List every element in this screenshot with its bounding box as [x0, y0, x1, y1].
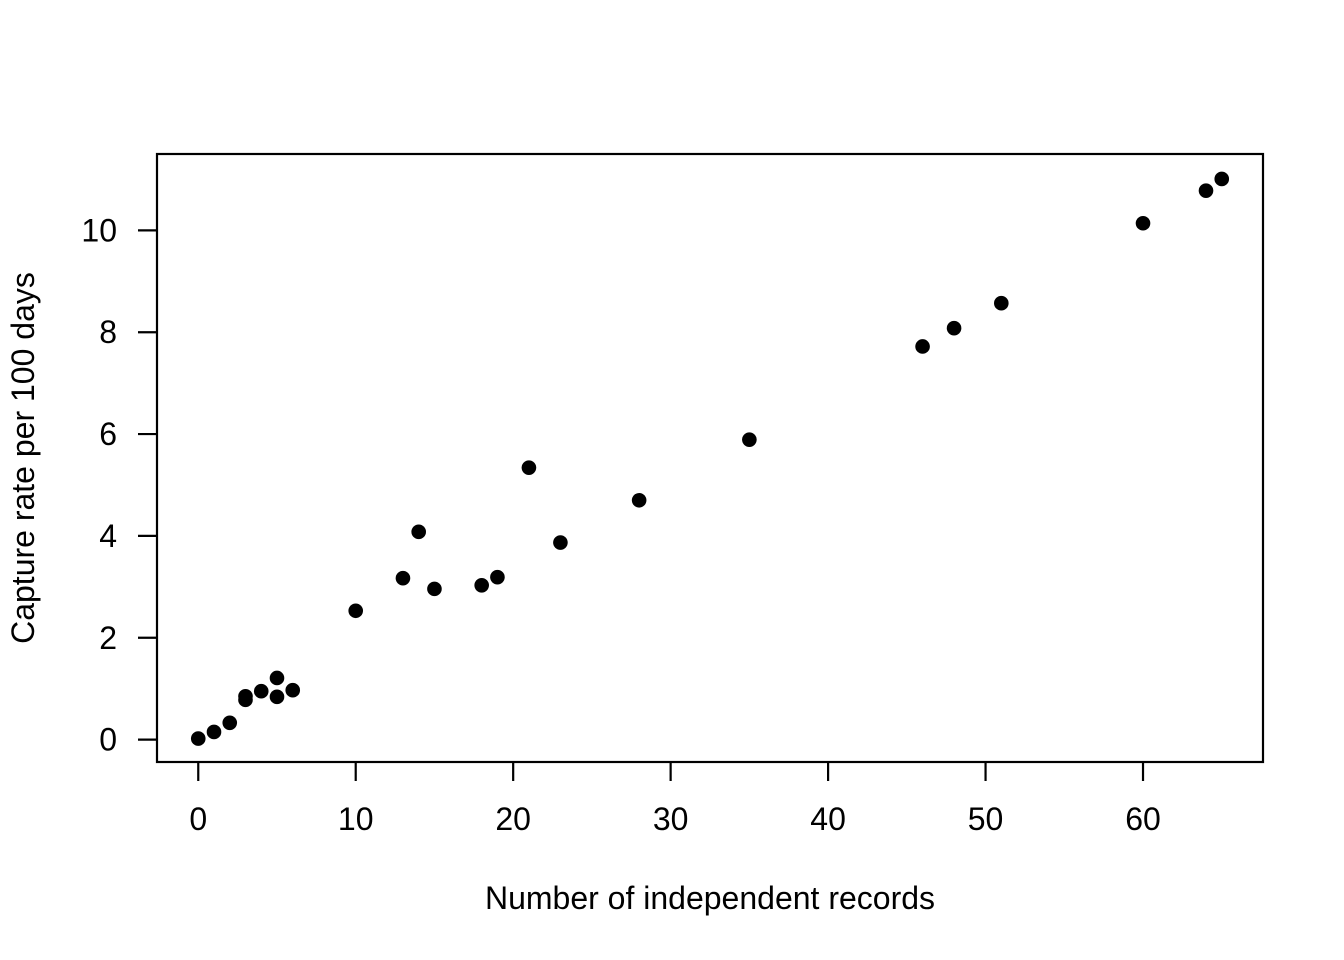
x-tick-label: 10 [338, 801, 374, 837]
x-tick-label: 40 [810, 801, 846, 837]
y-axis-title: Capture rate per 100 days [5, 272, 41, 644]
data-point [427, 581, 442, 597]
data-point [915, 339, 930, 354]
data-point [1198, 183, 1214, 198]
x-tick-label: 50 [968, 801, 1004, 837]
data-point [1135, 215, 1151, 231]
x-tick-label: 20 [495, 801, 531, 837]
data-point [553, 535, 568, 550]
y-tick-label: 10 [81, 212, 117, 248]
data-point [946, 320, 962, 336]
data-point [1214, 171, 1230, 187]
data-point [253, 683, 269, 699]
x-tick-label: 30 [653, 801, 689, 837]
data-point [742, 432, 757, 447]
y-tick-label: 8 [99, 314, 117, 350]
data-point [490, 569, 505, 585]
y-tick-label: 0 [99, 722, 117, 758]
data-point [238, 689, 253, 704]
data-point [190, 731, 206, 746]
data-point [348, 603, 364, 619]
data-point [206, 724, 222, 740]
x-tick-label: 60 [1125, 801, 1161, 837]
data-point [631, 492, 647, 508]
data-point [411, 524, 426, 540]
data-point [285, 682, 301, 698]
data-point [474, 578, 489, 593]
y-tick-label: 4 [99, 518, 117, 554]
data-point [521, 460, 537, 475]
data-point [395, 570, 411, 586]
plot-box [155, 152, 1265, 764]
data-point [269, 670, 285, 686]
x-tick-label: 0 [189, 801, 207, 837]
data-point [269, 689, 285, 705]
data-point [222, 715, 238, 731]
y-tick-label: 6 [99, 416, 117, 452]
data-point [994, 295, 1009, 311]
y-tick-label: 2 [99, 620, 117, 656]
x-axis-title: Number of independent records [485, 880, 935, 916]
